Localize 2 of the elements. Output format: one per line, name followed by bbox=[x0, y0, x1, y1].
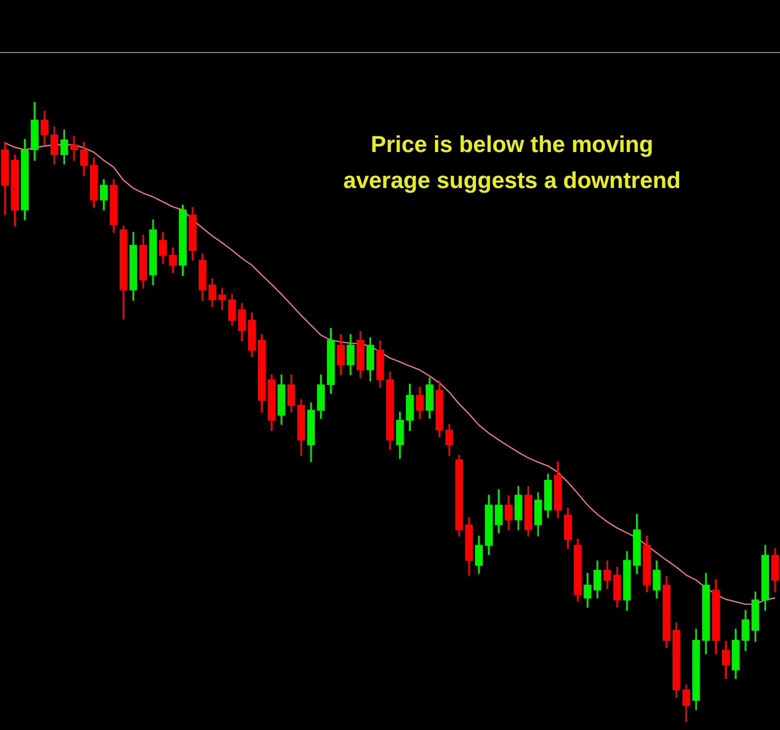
candlestick bbox=[70, 136, 78, 161]
annotation: Price is below the moving average suggests a downtrend bbox=[342, 130, 682, 195]
